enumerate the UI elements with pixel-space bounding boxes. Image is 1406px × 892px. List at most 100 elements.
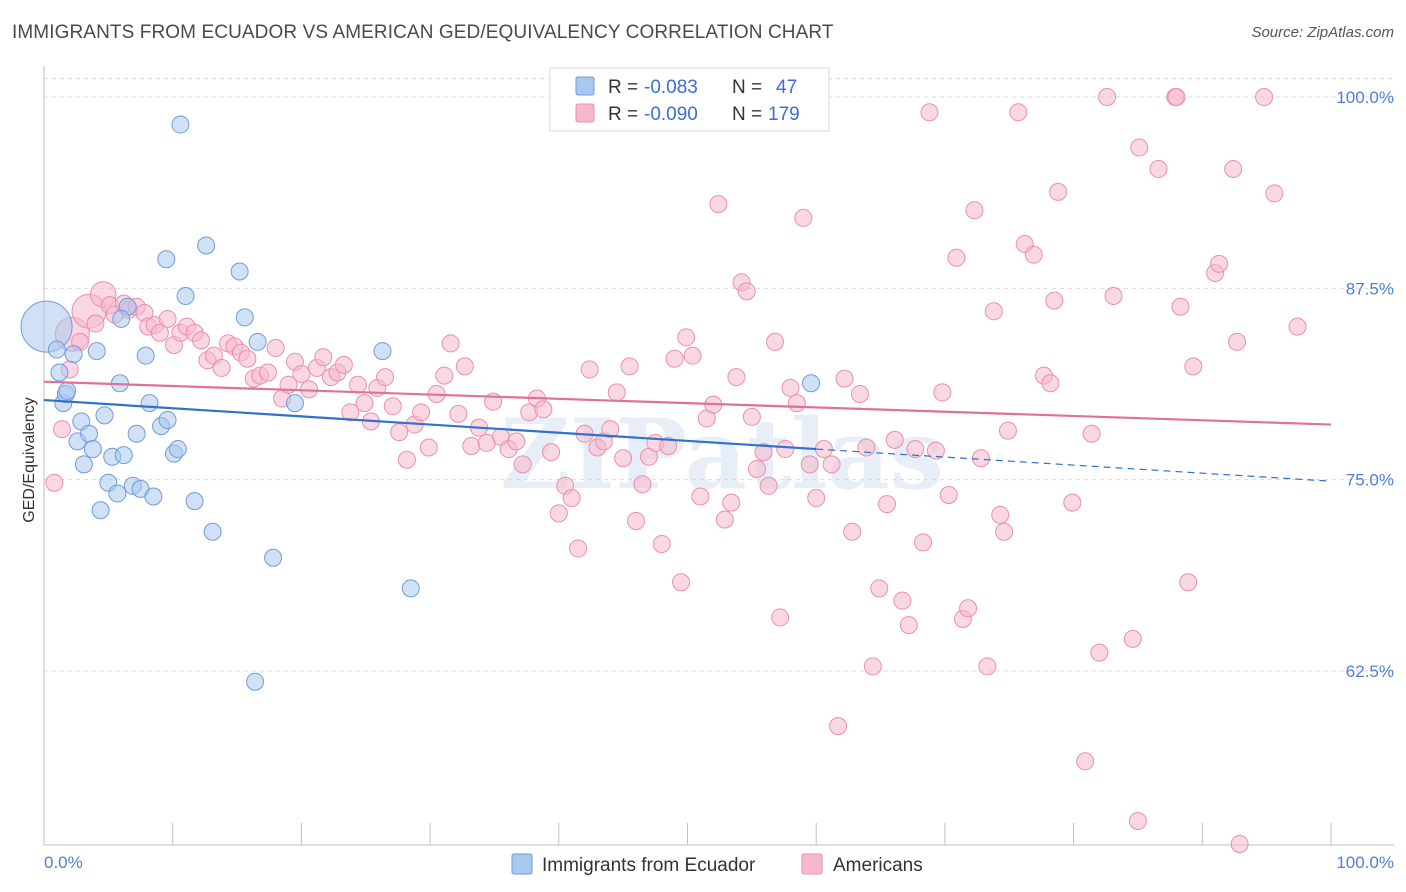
- ecuador-point: [91, 501, 110, 520]
- ecuador-point: [64, 345, 83, 364]
- axes: [43, 66, 1394, 846]
- ecuador-point: [171, 115, 190, 134]
- americans-point: [607, 383, 626, 402]
- americans-points: [45, 88, 1307, 853]
- americans-point: [549, 504, 568, 523]
- americans-point: [1123, 629, 1142, 648]
- americans-point: [672, 573, 691, 592]
- ecuador-point: [95, 406, 114, 425]
- americans-point: [877, 495, 896, 514]
- americans-point: [906, 440, 925, 459]
- ecuador-trend-line: [43, 398, 817, 451]
- ecuador-point: [58, 381, 77, 400]
- ecuador-point: [176, 286, 195, 305]
- americans-point: [683, 346, 702, 365]
- americans-point: [737, 282, 756, 301]
- americans-point: [462, 436, 481, 455]
- americans-point: [722, 493, 741, 512]
- americans-point: [1076, 752, 1095, 771]
- americans-point: [314, 348, 333, 367]
- americans-point: [258, 363, 277, 382]
- americans-point: [455, 357, 474, 376]
- ecuador-point: [112, 309, 131, 328]
- americans-point: [441, 334, 460, 353]
- y-tick-labels: 62.5% 75.0% 87.5% 100.0%: [1336, 88, 1394, 681]
- americans-point: [349, 375, 368, 394]
- ecuador-point: [802, 374, 821, 393]
- americans-point: [1230, 834, 1249, 853]
- americans-point: [376, 368, 395, 387]
- ecuador-point: [157, 250, 176, 269]
- bottom-legend-swatch-blue: [511, 853, 533, 875]
- correlation-legend: R = -0.083 N = 47 R = -0.090 N = 179: [549, 67, 830, 132]
- americans-point: [45, 473, 64, 492]
- ecuador-point: [87, 342, 106, 361]
- americans-point: [355, 394, 374, 413]
- americans-trend-line: [43, 380, 1332, 426]
- americans-point: [754, 443, 773, 462]
- americans-point: [742, 407, 761, 426]
- ecuador-point: [246, 672, 265, 691]
- americans-point: [1265, 184, 1284, 203]
- y-tick-label: 87.5%: [1346, 279, 1394, 298]
- legend-n-label: N =: [732, 77, 762, 98]
- americans-point: [893, 591, 912, 610]
- americans-point: [562, 489, 581, 508]
- americans-point: [266, 339, 285, 358]
- americans-point: [995, 522, 1014, 541]
- americans-point: [759, 476, 778, 495]
- americans-point: [1167, 88, 1186, 106]
- americans-point: [978, 657, 997, 676]
- americans-point: [569, 539, 588, 558]
- americans-point: [665, 349, 684, 368]
- americans-point: [863, 657, 882, 676]
- americans-point: [652, 534, 671, 553]
- americans-point: [933, 383, 952, 402]
- ecuador-point: [230, 262, 249, 281]
- americans-point: [850, 384, 869, 403]
- legend-r-value: -0.090: [644, 104, 698, 125]
- ecuador-point: [47, 340, 66, 359]
- ecuador-point: [127, 424, 146, 443]
- ecuador-point: [285, 394, 304, 413]
- legend-r-value: -0.083: [644, 77, 698, 98]
- americans-point: [959, 599, 978, 618]
- ecuador-point: [140, 394, 159, 413]
- ecuador-point: [80, 424, 99, 443]
- americans-point: [1130, 138, 1149, 157]
- americans-point: [771, 608, 790, 627]
- legend-r-label: R =: [608, 77, 638, 98]
- ecuador-point: [264, 548, 283, 567]
- x-tick-labels: 0.0% 100.0%: [44, 853, 1394, 872]
- legend-swatch-pink: [575, 103, 595, 123]
- legend-n-value: 47: [776, 77, 797, 98]
- ecuador-point: [108, 484, 127, 503]
- americans-point: [620, 357, 639, 376]
- americans-point: [709, 195, 728, 214]
- americans-point: [580, 360, 599, 379]
- legend-swatch-blue: [575, 76, 595, 96]
- americans-point: [1149, 159, 1168, 178]
- americans-point: [800, 455, 819, 474]
- americans-point: [1082, 424, 1101, 443]
- americans-point: [1128, 812, 1147, 831]
- americans-point: [965, 201, 984, 220]
- americans-point: [835, 369, 854, 388]
- americans-point: [787, 394, 806, 413]
- americans-point: [991, 505, 1010, 524]
- americans-point: [984, 302, 1003, 321]
- ecuador-point: [373, 342, 392, 361]
- americans-point: [633, 475, 652, 494]
- americans-point: [807, 489, 826, 508]
- americans-point: [998, 421, 1017, 440]
- ecuador-point: [197, 236, 216, 255]
- ecuador-point: [235, 308, 254, 327]
- x-tick-label: 0.0%: [44, 853, 83, 872]
- americans-point: [1063, 493, 1082, 512]
- y-tick-label: 62.5%: [1346, 662, 1394, 681]
- americans-point: [843, 522, 862, 541]
- americans-point: [920, 103, 939, 122]
- ecuador-point: [168, 440, 187, 459]
- bottom-legend-label: Americans: [833, 855, 923, 876]
